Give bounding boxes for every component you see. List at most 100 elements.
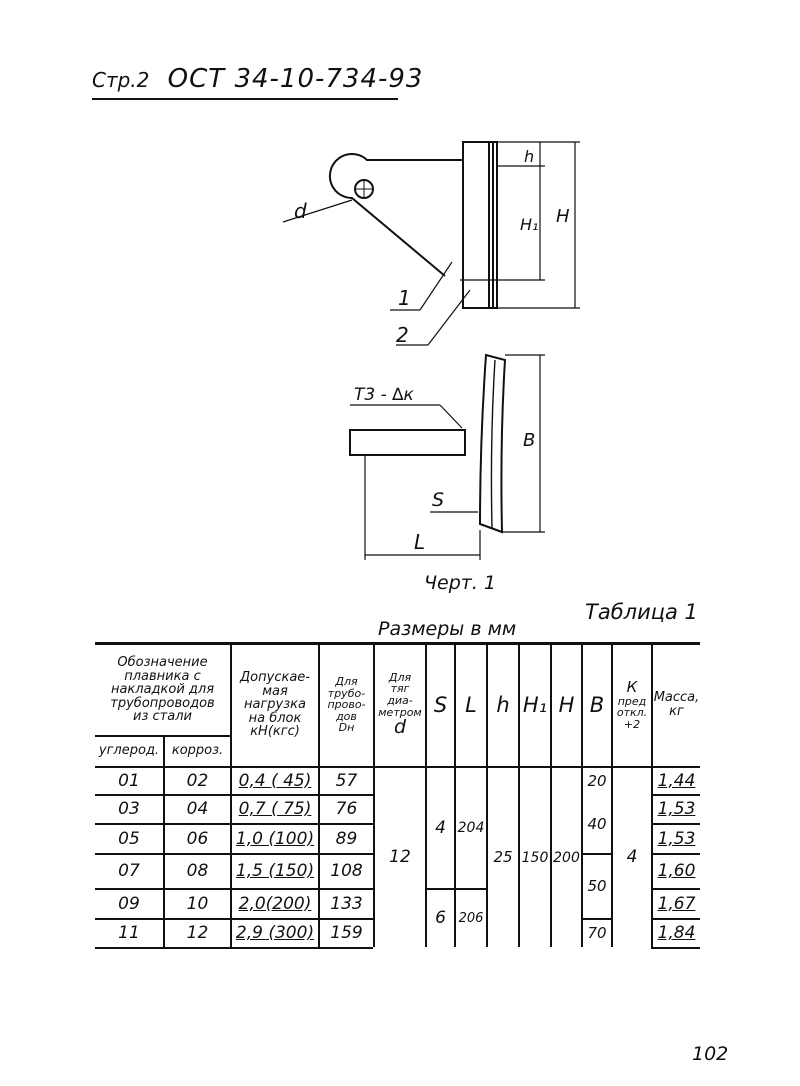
header-mass: Масса, кг <box>653 646 700 764</box>
col-rule-B <box>611 644 613 947</box>
header-K: К пред откл. +2 <box>613 646 651 764</box>
cell-L-b: 206 <box>458 911 484 926</box>
table-top-rule <box>95 642 700 645</box>
cell-carbon: 09 <box>118 893 140 914</box>
col-rule-l <box>486 644 488 947</box>
row-rule-3 <box>95 853 373 855</box>
row-rule-2 <box>95 823 373 825</box>
label-B: B <box>523 430 535 451</box>
cell-B-3: 50 <box>587 877 607 895</box>
header-rod-line: Для <box>388 670 412 684</box>
row-rule-5c <box>651 918 700 920</box>
label-L: L <box>414 530 425 554</box>
row-rule-5b <box>581 918 611 920</box>
label-S: S <box>432 489 444 511</box>
table-bottom-rule <box>95 947 373 949</box>
cell-corrosion: 12 <box>186 923 209 943</box>
header-designation-line: из стали <box>133 709 192 725</box>
lug-outline <box>328 153 463 277</box>
cell-dn: 89 <box>335 828 358 849</box>
header-corrosion: корроз. <box>171 743 224 759</box>
cell-mass: 1,44 <box>657 770 696 791</box>
header-mass-line: кг <box>669 704 684 719</box>
cell-carbon: 03 <box>118 799 140 819</box>
col-rule-d <box>425 644 427 947</box>
leader-d <box>282 199 353 223</box>
label-part2: 2 <box>396 323 409 347</box>
cell-load: 0,4 ( 45) <box>238 770 312 791</box>
header-load-line: Допускае- <box>240 669 310 685</box>
col-rule-s <box>454 644 456 947</box>
header-designation-line: накладкой для <box>110 682 215 698</box>
cell-load: 1,0 (100) <box>235 828 315 849</box>
label-H: H <box>556 206 570 227</box>
header-pipe-line: Dн <box>338 721 355 735</box>
header-K-symbol: К <box>626 677 638 696</box>
cell-corrosion: 08 <box>186 861 209 881</box>
cell-dn: 76 <box>335 799 358 819</box>
cell-carbon: 01 <box>118 770 140 791</box>
designation-split-rule <box>95 735 230 737</box>
col-rule-H <box>581 644 583 947</box>
cell-dn: 57 <box>335 770 358 791</box>
cell-H: 200 <box>553 849 580 866</box>
cell-B-4: 70 <box>587 924 607 942</box>
weld-leader <box>439 404 463 429</box>
header-designation-line: трубопроводов <box>110 695 215 711</box>
col-rule-h1 <box>550 644 552 947</box>
row-rule-2b <box>651 823 700 825</box>
header-rod-line: тяг <box>390 682 410 696</box>
header-K-line: откл. <box>616 706 648 720</box>
col-rule-load <box>318 644 320 947</box>
header-h: h <box>496 692 510 717</box>
fin-plate-outline <box>462 141 498 309</box>
cell-L-a: 204 <box>457 820 485 836</box>
header-load-line: нагрузка <box>244 697 306 713</box>
header-rod-line: метром <box>378 705 422 719</box>
header-L: L <box>465 692 477 717</box>
header-pipe: Для трубо- прово- дов Dн <box>320 646 373 764</box>
label-weld: Т3 - ∆к <box>354 385 415 405</box>
header-load-line: мая <box>262 683 288 699</box>
lug-hole <box>354 179 374 199</box>
label-h: h <box>524 147 534 166</box>
header-S: S <box>433 692 448 717</box>
cell-load: 0,7 ( 75) <box>238 799 312 819</box>
header-pipe-line: дов <box>336 709 357 723</box>
cell-corrosion: 04 <box>186 799 209 819</box>
row-rule-3c <box>651 853 700 855</box>
cell-carbon: 07 <box>118 861 140 881</box>
header-load-line: кН(кгс) <box>250 724 300 740</box>
page-header: Стр.2 ОСТ 34-10-734-93 <box>92 64 423 94</box>
cell-rod-diameter: 12 <box>389 847 411 867</box>
header-rod-symbol: d <box>393 716 407 739</box>
cell-dn: 133 <box>330 893 363 914</box>
header-designation: Обозначение плавника с накладкой для тру… <box>95 646 230 734</box>
col-rule-pipe <box>373 644 375 947</box>
cell-h: 25 <box>493 848 513 866</box>
row-rule-3b <box>581 853 611 855</box>
cell-mass: 1,67 <box>657 893 696 914</box>
col-rule-h <box>518 644 520 947</box>
cell-mass: 1,60 <box>657 861 696 881</box>
header-K-line: +2 <box>623 717 641 731</box>
col-rule-designation <box>230 644 232 947</box>
header-pipe-line: Для <box>335 675 358 689</box>
cell-H1: 150 <box>521 849 549 866</box>
header-bottom-rule <box>95 766 700 768</box>
figure-caption: Черт. 1 <box>424 572 497 594</box>
header-H1: H₁ <box>522 692 548 717</box>
cell-corrosion: 02 <box>186 770 209 791</box>
cell-load: 2,0(200) <box>238 893 312 914</box>
col-rule-carbon <box>163 735 165 947</box>
page-label: Стр.2 <box>92 68 150 92</box>
rod <box>349 429 466 456</box>
document-code: ОСТ 34-10-734-93 <box>167 64 424 94</box>
header-load-line: на блок <box>248 710 302 726</box>
leader-2 <box>427 289 471 346</box>
header-B: B <box>589 692 605 717</box>
row-rule-4 <box>95 888 373 890</box>
curved-plate <box>478 353 507 534</box>
label-part1: 1 <box>398 286 411 310</box>
row-rule-1 <box>95 794 373 796</box>
